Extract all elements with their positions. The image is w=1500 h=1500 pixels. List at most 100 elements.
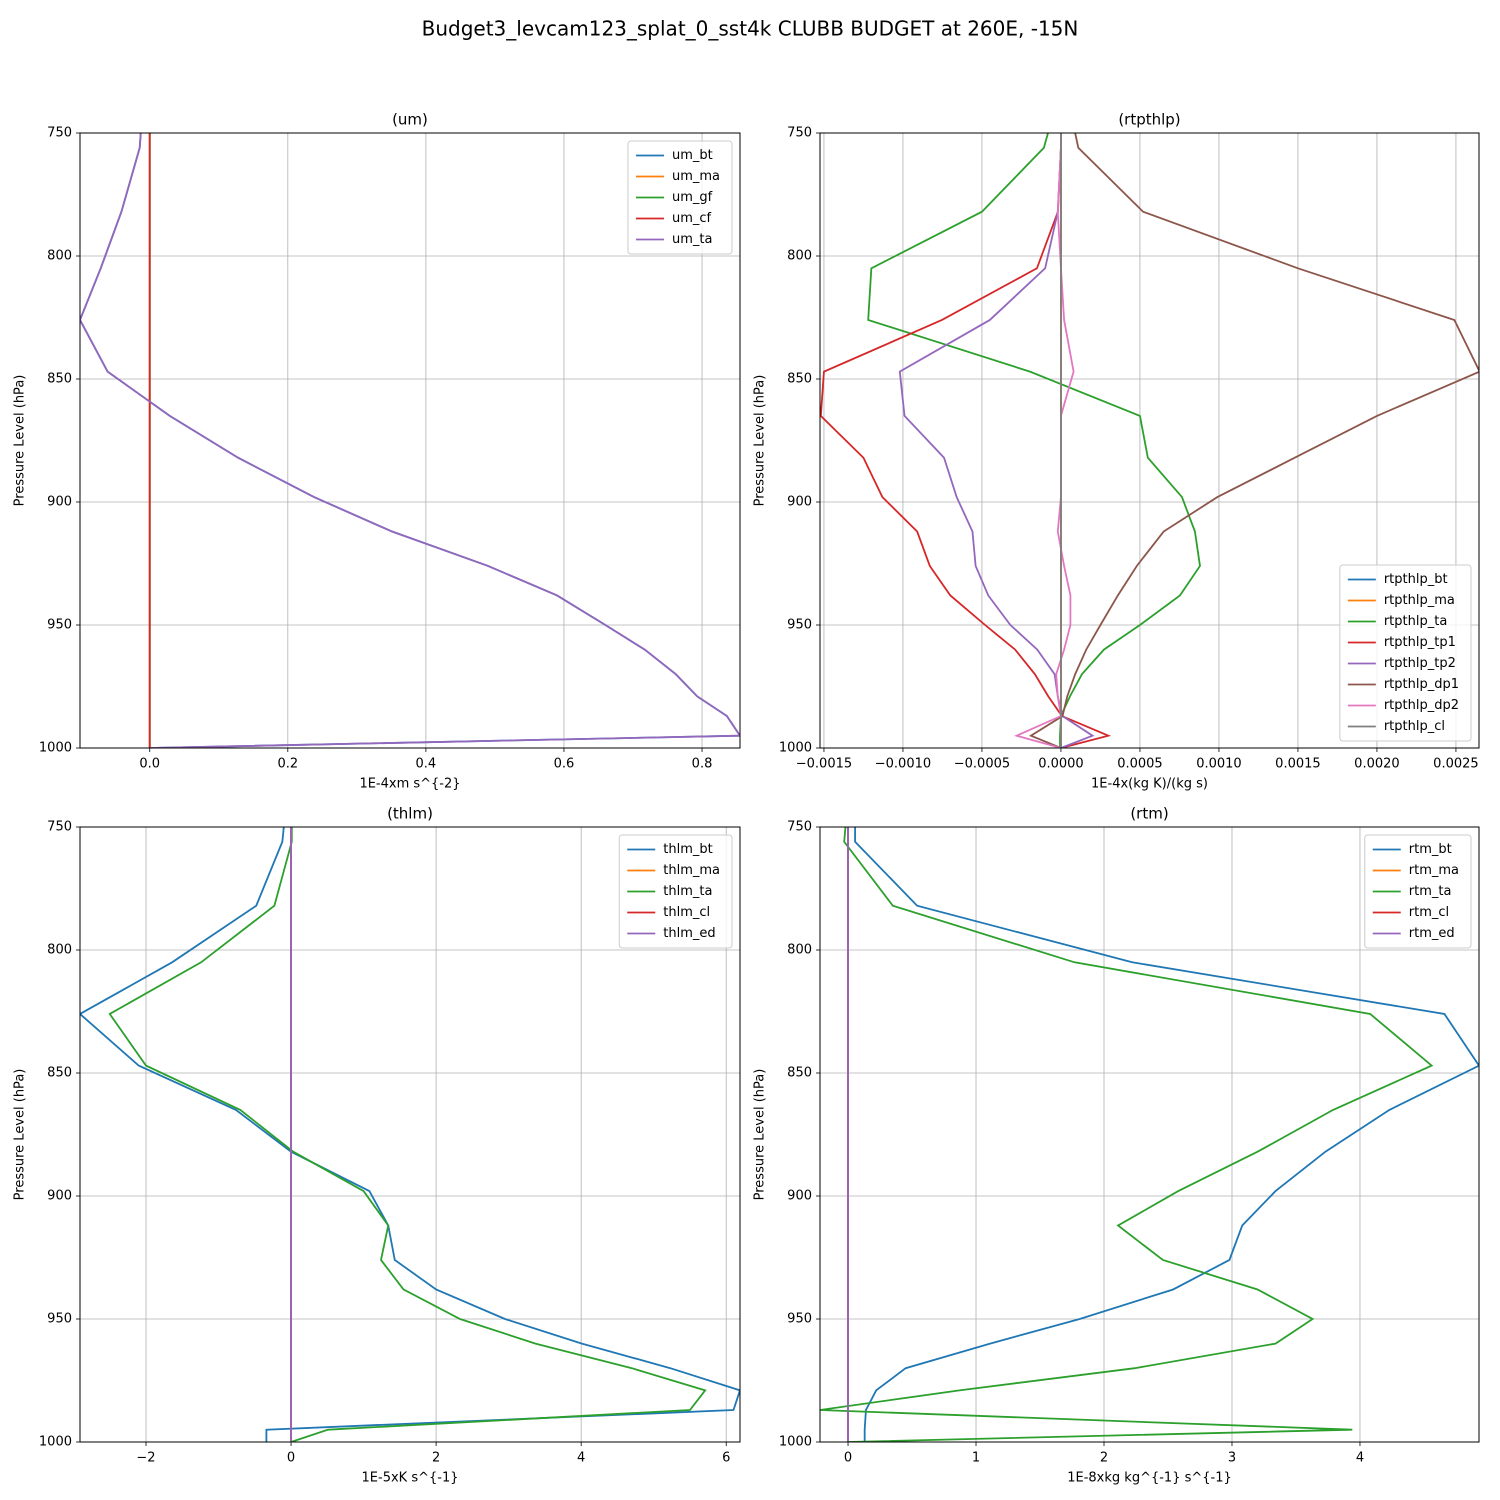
series-line bbox=[820, 827, 1434, 1442]
legend-label: um_gf bbox=[672, 190, 713, 205]
x-tick-label: 0.0005 bbox=[1117, 757, 1163, 772]
legend: um_bt um_ma um_gf um_cf um_ta bbox=[627, 140, 733, 255]
legend-label: rtpthlp_cl bbox=[1384, 719, 1445, 734]
legend-label: thlm_ed bbox=[663, 926, 715, 941]
plot-frame bbox=[79, 826, 741, 1443]
y-tick-label: 850 bbox=[47, 1066, 72, 1081]
x-tick-label: 0.4 bbox=[416, 757, 437, 772]
y-tick-label: 950 bbox=[787, 1312, 812, 1327]
x-tick-label: 0.0010 bbox=[1196, 757, 1242, 772]
legend-label: rtpthlp_tp1 bbox=[1384, 635, 1456, 650]
y-tick-label: 850 bbox=[787, 1066, 812, 1081]
y-axis-label: Pressure Level (hPa) bbox=[753, 1069, 768, 1201]
plot-lines bbox=[820, 827, 1479, 1442]
legend-label: rtm_ed bbox=[1409, 926, 1455, 941]
legend-label: thlm_bt bbox=[663, 842, 712, 857]
x-tick-label: 0.2 bbox=[277, 757, 298, 772]
y-tick-label: 850 bbox=[787, 372, 812, 387]
y-tick-label: 1000 bbox=[779, 1435, 812, 1450]
y-tick-label: 950 bbox=[47, 618, 72, 633]
y-tick-label: 900 bbox=[47, 495, 72, 510]
y-tick-label: 850 bbox=[47, 372, 72, 387]
series-line bbox=[820, 133, 1112, 748]
y-tick-label: 1000 bbox=[779, 741, 812, 756]
series-line bbox=[1014, 133, 1075, 748]
legend-label: um_bt bbox=[672, 148, 713, 163]
legend-label: rtpthlp_dp1 bbox=[1384, 677, 1459, 692]
plot-frame bbox=[79, 132, 741, 749]
y-tick-label: 950 bbox=[787, 618, 812, 633]
subplot-title: (rtpthlp) bbox=[1118, 111, 1180, 129]
legend-label: um_cf bbox=[672, 211, 712, 226]
x-tick-label: 2 bbox=[1100, 1451, 1108, 1466]
y-tick-label: 1000 bbox=[39, 741, 72, 756]
plot-frame bbox=[819, 132, 1480, 749]
legend-label: rtm_ma bbox=[1409, 863, 1459, 878]
legend-label: rtm_cl bbox=[1409, 905, 1449, 920]
subplot-title: (um) bbox=[392, 111, 428, 129]
series-line bbox=[867, 133, 1201, 748]
x-tick-label: −0.0015 bbox=[796, 757, 852, 772]
x-tick-label: 0 bbox=[287, 1451, 295, 1466]
series-line bbox=[108, 827, 707, 1442]
subplot: (um) 1E-4xm s^{-2} Pressure Level (hPa) 0.0… bbox=[13, 111, 741, 792]
y-tick-label: 800 bbox=[787, 249, 812, 264]
legend: thlm_bt thlm_ma thlm_ta thlm_cl thlm_ed bbox=[618, 834, 733, 949]
legend-box bbox=[627, 140, 733, 255]
y-axis-label: Pressure Level (hPa) bbox=[13, 1069, 28, 1201]
legend-box bbox=[1364, 834, 1472, 949]
y-tick-label: 900 bbox=[787, 1189, 812, 1204]
y-tick-label: 750 bbox=[47, 126, 72, 141]
plot-lines bbox=[80, 827, 740, 1442]
legend-label: rtpthlp_tp2 bbox=[1384, 656, 1456, 671]
series-line bbox=[854, 827, 1479, 1442]
legend-label: rtm_ta bbox=[1409, 884, 1452, 899]
legend-box bbox=[1339, 564, 1472, 742]
y-tick-label: 900 bbox=[47, 1189, 72, 1204]
x-tick-label: 4 bbox=[577, 1451, 585, 1466]
y-axis-label: Pressure Level (hPa) bbox=[13, 375, 28, 507]
x-axis-label: 1E-4x(kg K)/(kg s) bbox=[1091, 777, 1208, 792]
subplot-title: (rtm) bbox=[1130, 805, 1168, 823]
y-tick-label: 800 bbox=[47, 943, 72, 958]
y-tick-label: 750 bbox=[787, 820, 812, 835]
legend-box bbox=[618, 834, 733, 949]
x-tick-label: −0.0005 bbox=[954, 757, 1010, 772]
y-axis-label: Pressure Level (hPa) bbox=[753, 375, 768, 507]
x-tick-label: −0.0010 bbox=[875, 757, 931, 772]
y-tick-label: 900 bbox=[787, 495, 812, 510]
subplot-title: (thlm) bbox=[387, 805, 433, 823]
plot-frame bbox=[819, 826, 1480, 1443]
legend-label: rtpthlp_ta bbox=[1384, 614, 1447, 629]
series-line bbox=[80, 133, 740, 748]
legend-label: rtm_bt bbox=[1409, 842, 1452, 857]
series-line bbox=[1028, 133, 1479, 748]
subplot: (rtpthlp) 1E-4x(kg K)/(kg s) Pressure Leve… bbox=[753, 111, 1480, 792]
legend-label: thlm_ma bbox=[663, 863, 720, 878]
x-tick-label: 0.0025 bbox=[1433, 757, 1479, 772]
plot-lines bbox=[80, 133, 740, 748]
x-tick-label: 2 bbox=[432, 1451, 440, 1466]
series-line bbox=[898, 133, 1095, 748]
x-tick-label: 0.0015 bbox=[1275, 757, 1321, 772]
x-axis-label: 1E-8xkg kg^{-1} s^{-1} bbox=[1067, 1471, 1232, 1486]
y-tick-label: 750 bbox=[47, 820, 72, 835]
subplot: (rtm) 1E-8xkg kg^{-1} s^{-1} Pressure Leve… bbox=[753, 805, 1480, 1486]
x-tick-label: −2 bbox=[136, 1451, 155, 1466]
y-tick-label: 800 bbox=[787, 943, 812, 958]
x-tick-label: 0 bbox=[844, 1451, 852, 1466]
legend: rtm_bt rtm_ma rtm_ta rtm_cl rtm_ed bbox=[1364, 834, 1472, 949]
y-tick-label: 950 bbox=[47, 1312, 72, 1327]
legend-label: um_ma bbox=[672, 169, 720, 184]
legend-label: rtpthlp_bt bbox=[1384, 572, 1448, 587]
legend-label: thlm_cl bbox=[663, 905, 710, 920]
legend-label: thlm_ta bbox=[663, 884, 712, 899]
x-tick-label: 0.8 bbox=[692, 757, 713, 772]
x-tick-label: 3 bbox=[1228, 1451, 1236, 1466]
plot-lines bbox=[820, 133, 1479, 748]
x-tick-label: 0.0020 bbox=[1354, 757, 1400, 772]
x-tick-label: 0.0000 bbox=[1038, 757, 1084, 772]
y-tick-label: 750 bbox=[787, 126, 812, 141]
x-tick-label: 0.0 bbox=[139, 757, 160, 772]
